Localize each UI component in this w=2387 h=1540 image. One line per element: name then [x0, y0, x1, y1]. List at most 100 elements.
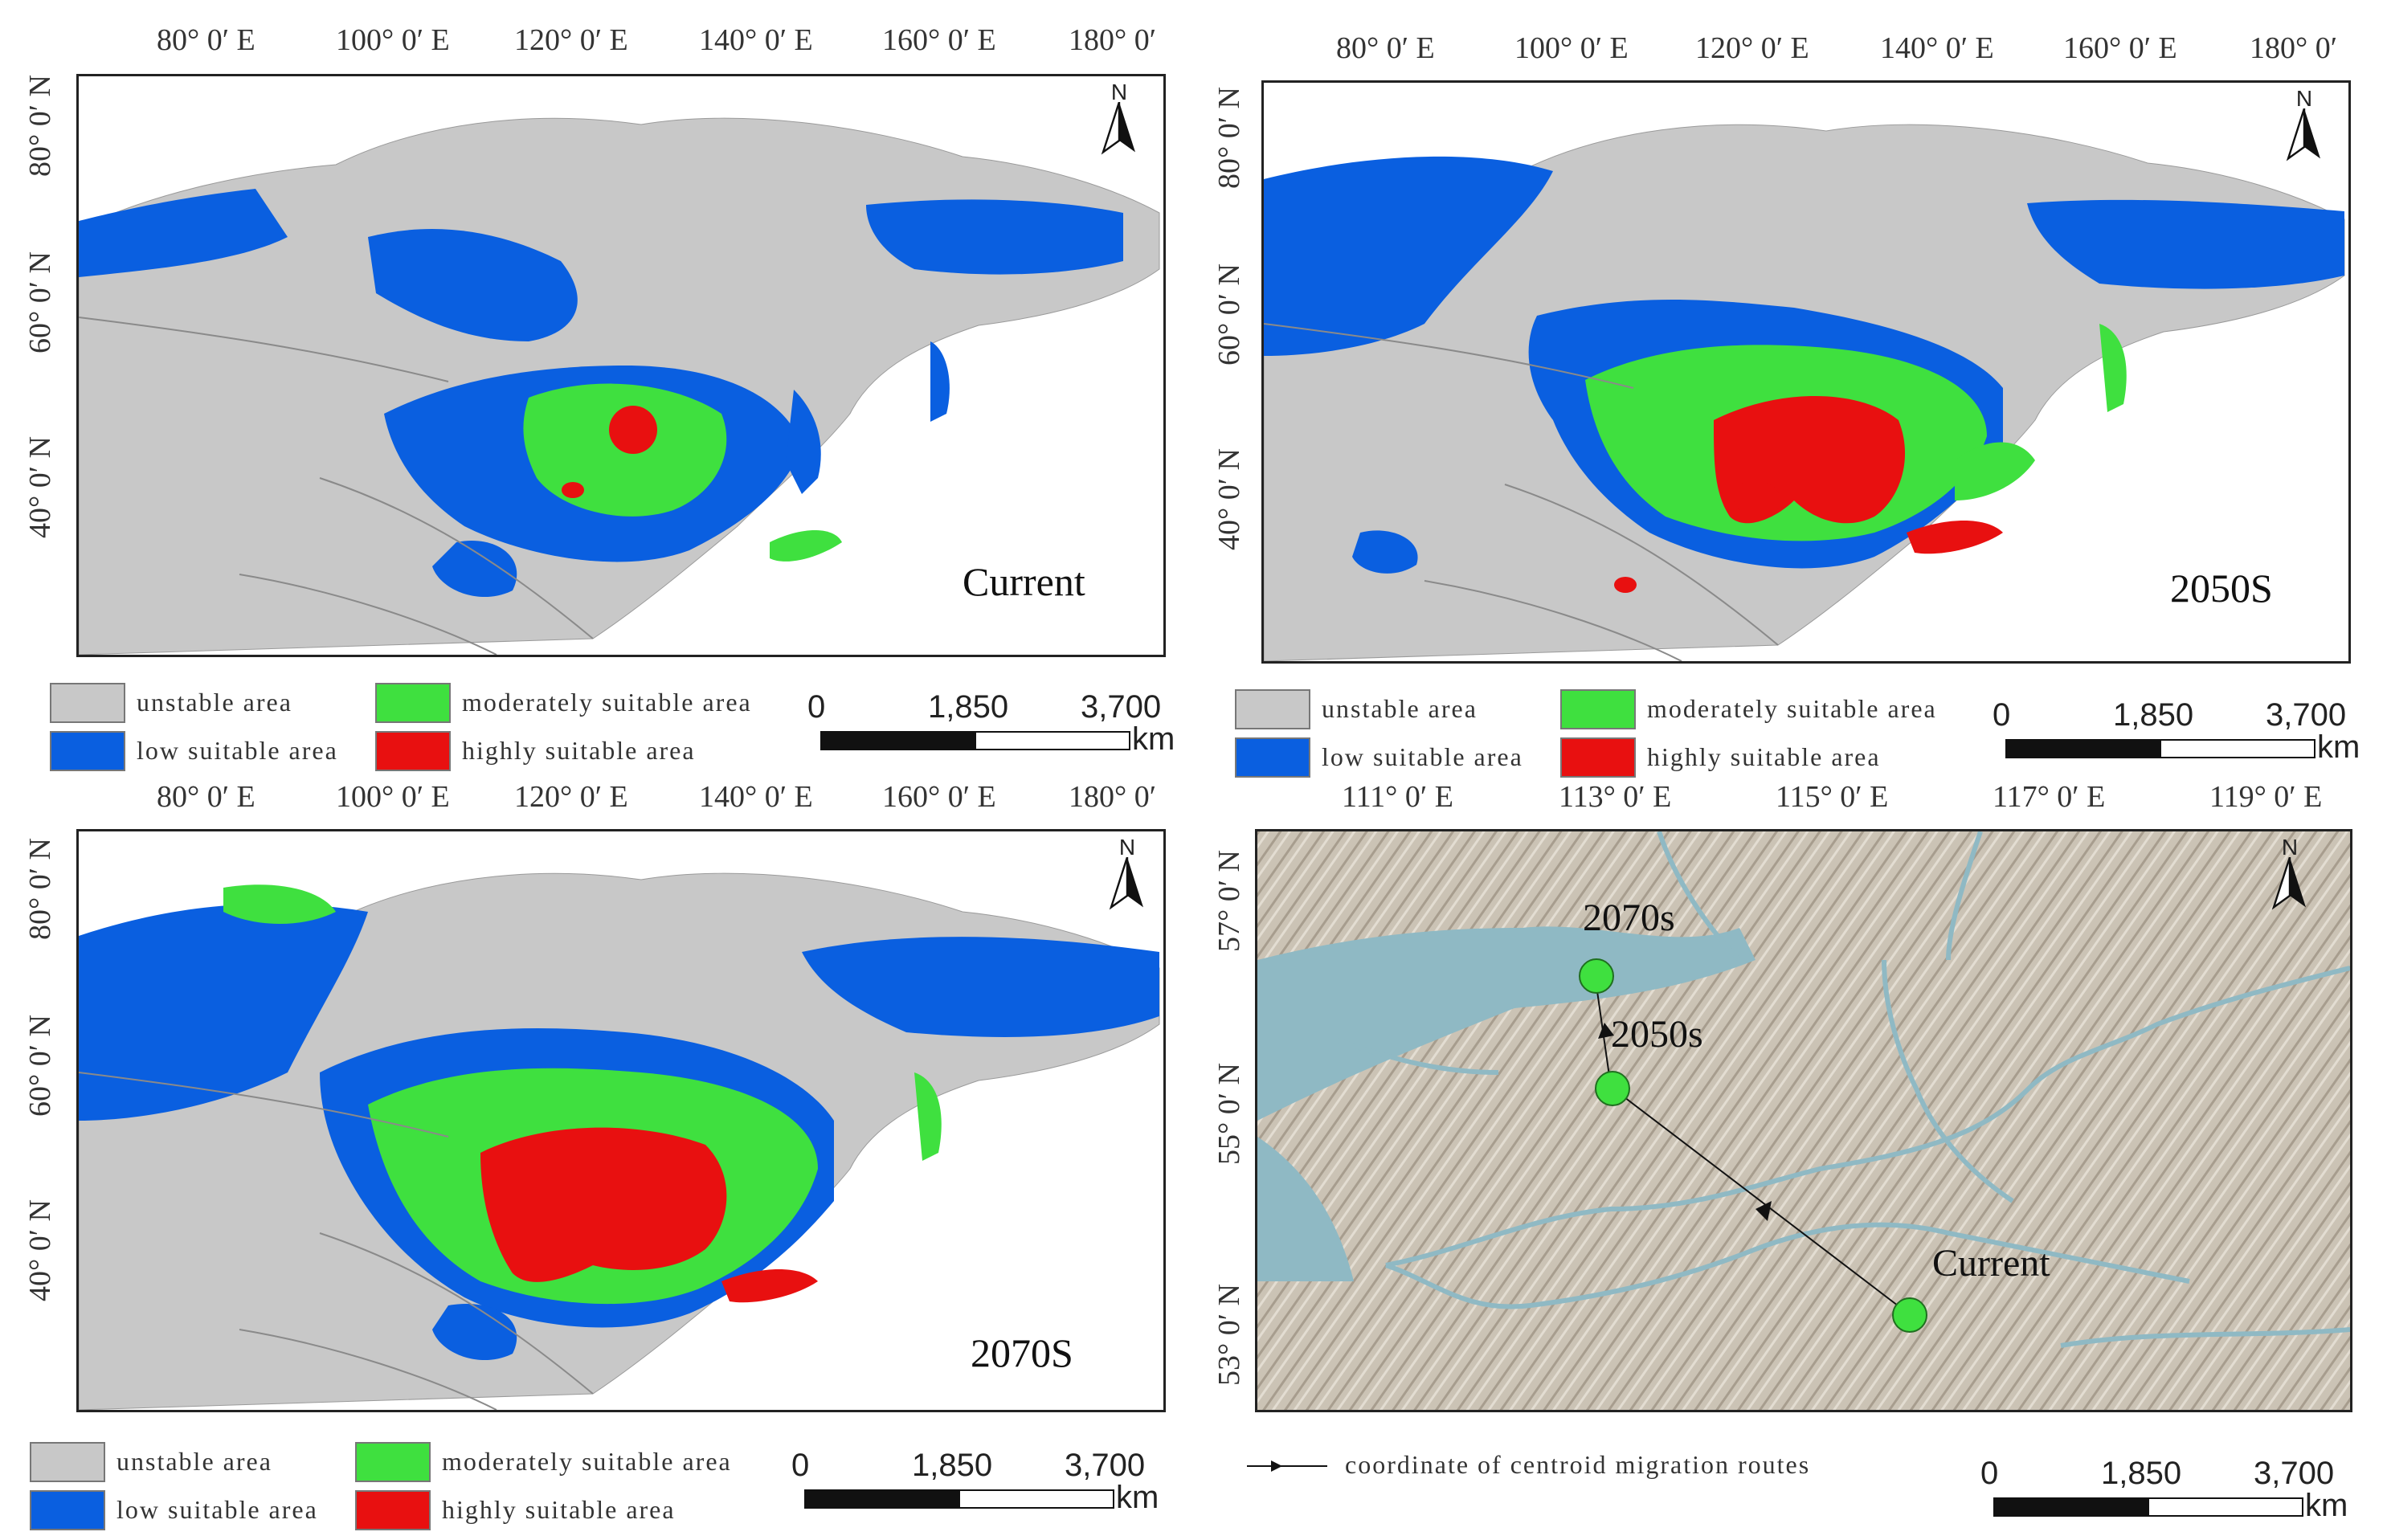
lon-label: 140° 0′ E: [1880, 31, 1994, 65]
legend-label: moderately suitable area: [1647, 694, 1937, 723]
lon-label: 80° 0′ E: [157, 23, 255, 57]
legend-label: low suitable area: [137, 736, 338, 765]
scale-bar-white: [2160, 739, 2315, 758]
map-frame: 2070S N: [76, 829, 1166, 1412]
lon-label: 100° 0′ E: [1514, 31, 1629, 65]
river: [1385, 966, 2350, 1268]
water-fill-region: [1257, 1137, 1354, 1281]
scale-bar-black: [1993, 1497, 2149, 1517]
point-label-current: Current: [1932, 1242, 2050, 1285]
scale-zero: 0: [791, 1448, 810, 1483]
moderate-region: [223, 884, 336, 924]
centroid-2050: [1595, 1071, 1630, 1106]
lat-label: 80° 0′ N: [23, 75, 57, 177]
legend-swatch: [30, 1490, 105, 1530]
lon-label: 160° 0′ E: [2063, 31, 2177, 65]
map-panel-2050: 80° 0′ E 100° 0′ E 120° 0′ E 140° 0′ E 1…: [1189, 0, 2387, 779]
north-arrow-icon: [1101, 102, 1135, 155]
low-region: [866, 199, 1123, 275]
lat-label: 40° 0′ N: [23, 436, 57, 538]
lon-label: 100° 0′ E: [336, 23, 450, 57]
lat-label: 80° 0′ N: [1212, 87, 1246, 189]
scale-mid: 1,850: [912, 1448, 993, 1483]
scale-bar-white: [958, 1489, 1114, 1509]
legend-swatch: [50, 683, 125, 723]
scale-zero: 0: [1980, 1456, 1999, 1491]
route-arrow: [1598, 1023, 1614, 1039]
scale-unit: km: [1132, 721, 1175, 757]
river: [2060, 1327, 2350, 1348]
north-label: N: [1118, 835, 1136, 860]
lat-label: 60° 0′ N: [23, 1015, 57, 1117]
lat-label: 40° 0′ N: [23, 1199, 57, 1301]
north-label: N: [2281, 835, 2299, 860]
lon-label: 111° 0′ E: [1342, 780, 1453, 814]
legend: unstable area moderately suitable area l…: [50, 683, 789, 771]
lat-label: 80° 0′ N: [23, 838, 57, 940]
map-panel-2070: 80° 0′ E 100° 0′ E 120° 0′ E 140° 0′ E 1…: [0, 779, 1189, 1540]
lat-label: 57° 0′ N: [1212, 850, 1246, 952]
lat-label: 53° 0′ N: [1212, 1284, 1246, 1386]
scale-bar-white: [2148, 1497, 2303, 1517]
moderate-region: [1955, 442, 2035, 500]
route-arrow-icon: [1247, 1460, 1327, 1472]
lon-label: 100° 0′ E: [336, 780, 450, 814]
lon-label: 113° 0′ E: [1559, 780, 1672, 814]
map-panel-current: 80° 0′ E 100° 0′ E 120° 0′ E 140° 0′ E 1…: [0, 0, 1189, 779]
legend-swatch: [355, 1490, 431, 1530]
high-region: [480, 1127, 727, 1282]
low-region: [1264, 156, 1553, 356]
lon-label: 140° 0′ E: [699, 23, 813, 57]
moderate-region: [2099, 324, 2127, 412]
lon-label: 180° 0′: [1069, 23, 1157, 57]
legend-label: highly suitable area: [1647, 742, 1881, 771]
country-border: [79, 317, 594, 655]
legend-swatch: [50, 731, 125, 771]
scale-bar: 0 1,850 3,700 km: [1980, 1456, 2348, 1528]
north-arrow: N: [2276, 86, 2332, 171]
north-arrow: N: [1091, 80, 1147, 165]
relief-map: 2070s 2050s Current N: [1255, 829, 2352, 1412]
lon-label: 160° 0′ E: [882, 780, 996, 814]
river: [1385, 1222, 2190, 1309]
lat-label: 60° 0′ N: [23, 251, 57, 353]
scale-unit: km: [2317, 729, 2360, 765]
lon-label: 140° 0′ E: [699, 780, 813, 814]
legend-label: unstable area: [116, 1447, 272, 1476]
scale-zero: 0: [807, 689, 826, 725]
legend: unstable area moderately suitable area l…: [30, 1442, 769, 1530]
low-region: [802, 937, 1159, 1037]
lat-label: 55° 0′ N: [1212, 1063, 1246, 1165]
point-label-2070: 2070s: [1583, 897, 1675, 939]
relief-background: [1257, 831, 2350, 1410]
scale-bar-white: [975, 731, 1130, 750]
low-region: [432, 1304, 517, 1361]
scale-max: 3,700: [2254, 1456, 2335, 1491]
scale-mid: 1,850: [2101, 1456, 2182, 1491]
country-border: [79, 1072, 594, 1410]
low-region: [432, 541, 517, 598]
legend-label: low suitable area: [116, 1495, 318, 1524]
north-arrow-icon: [2286, 108, 2320, 161]
panel-title: 2050S: [2170, 566, 2273, 611]
north-arrow-icon: [2271, 857, 2306, 910]
centroid-current: [1892, 1297, 1927, 1333]
scale-bar-black: [820, 731, 976, 750]
point-label-2050: 2050s: [1611, 1013, 1703, 1056]
map-frame: 2050S N: [1261, 80, 2351, 664]
suitability-map: [79, 117, 1160, 655]
lon-label: 180° 0′: [2250, 31, 2338, 65]
low-region: [1352, 530, 1418, 574]
water-fill-region: [1257, 926, 1756, 1121]
low-region: [930, 341, 950, 422]
legend-label: low suitable area: [1322, 742, 1523, 771]
moderate-region: [770, 530, 842, 562]
scale-mid: 1,850: [928, 689, 1009, 725]
river: [1882, 959, 2014, 1203]
scale-unit: km: [1116, 1480, 1159, 1515]
legend-label: highly suitable area: [462, 736, 696, 765]
country-border: [1264, 323, 1779, 661]
suitability-map: [79, 872, 1160, 1410]
low-region: [368, 229, 578, 341]
scale-unit: km: [2305, 1488, 2348, 1523]
